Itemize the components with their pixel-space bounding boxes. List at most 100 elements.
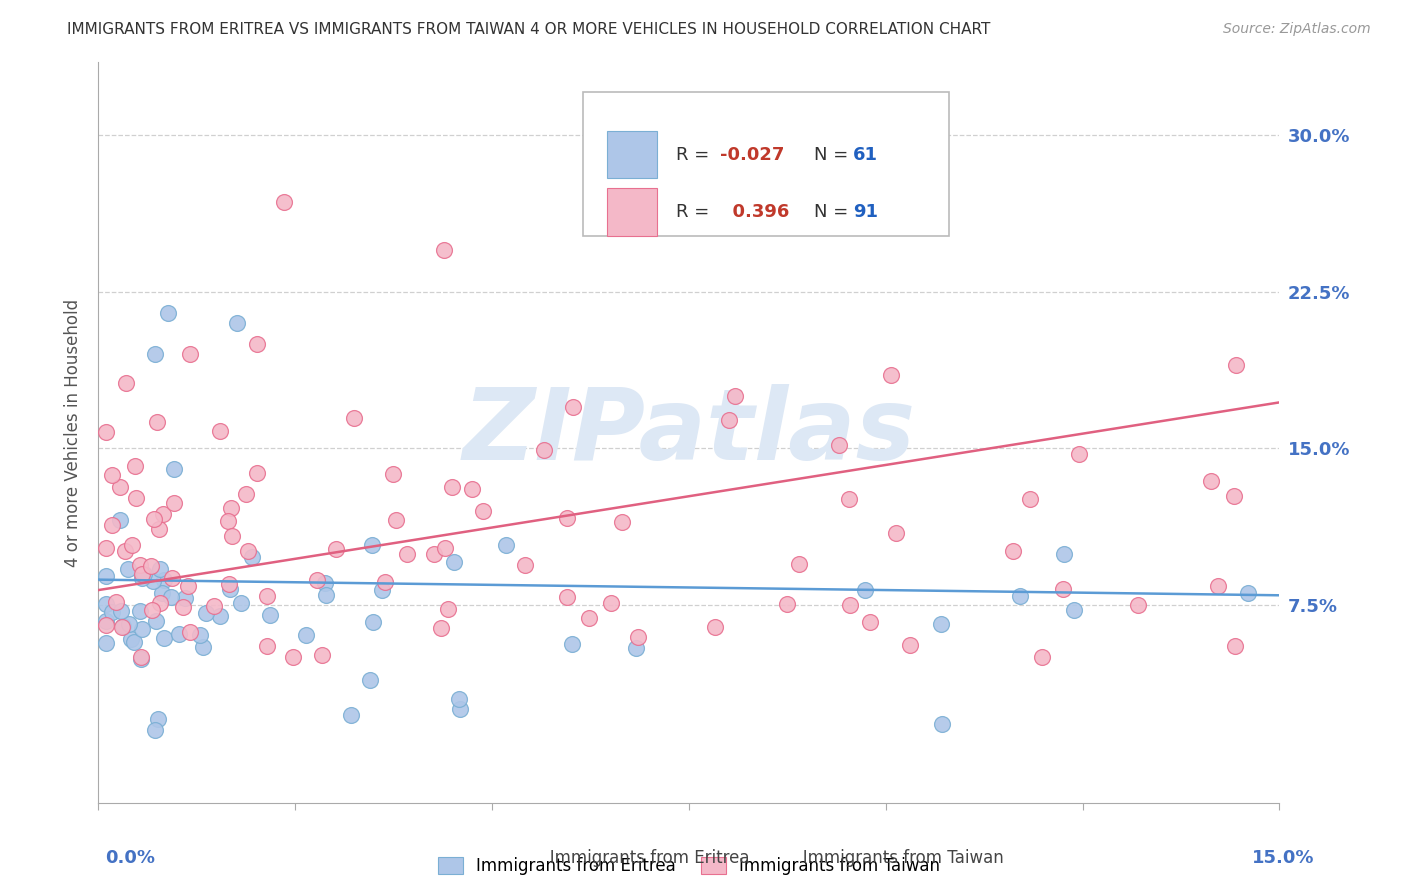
Point: [315, 588, 337, 602]
Point: [120, 632, 142, 647]
Point: [1126, 598, 1149, 612]
Point: [859, 615, 882, 630]
Point: [1031, 649, 1053, 664]
Point: [931, 616, 953, 631]
Point: [149, 596, 172, 610]
Point: [461, 482, 484, 496]
Point: [221, 529, 243, 543]
Point: [115, 376, 138, 390]
Point: [208, 608, 231, 623]
Point: [495, 538, 517, 552]
Text: Immigrants from Eritrea: Immigrants from Eritrea: [534, 849, 749, 867]
Point: [561, 637, 583, 651]
Point: [1069, 447, 1091, 461]
Point: [150, 586, 173, 600]
Text: Source: ZipAtlas.com: Source: ZipAtlas.com: [1223, 22, 1371, 37]
Point: [382, 467, 405, 481]
FancyBboxPatch shape: [607, 131, 657, 178]
Point: [111, 620, 134, 634]
Point: [787, 558, 810, 572]
Point: [149, 562, 172, 576]
Point: [162, 572, 184, 586]
Point: [704, 619, 727, 633]
Text: 91: 91: [853, 203, 879, 221]
Point: [1019, 491, 1042, 506]
Point: [838, 491, 860, 506]
Point: [231, 596, 253, 610]
Point: [108, 480, 131, 494]
Point: [96, 615, 118, 629]
Point: [101, 517, 124, 532]
Point: [423, 547, 446, 561]
Point: [931, 716, 953, 731]
Point: [325, 541, 347, 556]
Point: [385, 513, 408, 527]
Point: [898, 639, 921, 653]
Point: [110, 604, 132, 618]
Point: [449, 702, 471, 716]
Point: [153, 631, 176, 645]
Point: [235, 487, 257, 501]
Point: [359, 673, 381, 687]
Point: [828, 438, 851, 452]
Point: [433, 243, 456, 257]
Point: [174, 591, 197, 605]
Point: [208, 425, 231, 439]
Point: [141, 558, 163, 573]
Point: [225, 316, 247, 330]
Point: [311, 648, 333, 662]
Point: [776, 597, 799, 611]
Point: [430, 621, 453, 635]
FancyBboxPatch shape: [607, 188, 657, 235]
Point: [555, 511, 578, 525]
Point: [125, 491, 148, 505]
Point: [96, 541, 118, 556]
Point: [361, 538, 384, 552]
Point: [176, 579, 198, 593]
Point: [1223, 489, 1246, 503]
Point: [240, 549, 263, 564]
Point: [146, 712, 169, 726]
Point: [294, 628, 316, 642]
Point: [561, 400, 583, 414]
Point: [1052, 582, 1074, 596]
Point: [374, 575, 396, 590]
Point: [105, 595, 128, 609]
Point: [167, 627, 190, 641]
Point: [132, 566, 155, 581]
Point: [1199, 474, 1222, 488]
Point: [236, 543, 259, 558]
Text: ZIPatlas: ZIPatlas: [463, 384, 915, 481]
Point: [124, 458, 146, 473]
Point: [314, 575, 336, 590]
Point: [281, 649, 304, 664]
Text: -0.027: -0.027: [720, 145, 785, 163]
Point: [370, 582, 392, 597]
Point: [179, 347, 201, 361]
Point: [131, 571, 153, 585]
Point: [96, 636, 118, 650]
Point: [218, 577, 240, 591]
Point: [96, 618, 118, 632]
Point: [218, 582, 240, 597]
Point: [627, 630, 650, 644]
Point: [610, 516, 633, 530]
Point: [447, 691, 470, 706]
Point: [273, 195, 295, 210]
Point: [131, 651, 153, 665]
FancyBboxPatch shape: [582, 92, 949, 236]
Point: [853, 582, 876, 597]
Point: [1225, 639, 1247, 653]
Point: [440, 480, 463, 494]
Point: [259, 607, 281, 622]
Point: [148, 522, 170, 536]
Point: [433, 541, 456, 555]
Point: [191, 640, 214, 655]
Text: N =: N =: [814, 145, 853, 163]
Point: [188, 628, 211, 642]
Point: [1237, 586, 1260, 600]
Point: [122, 634, 145, 648]
Point: [221, 501, 243, 516]
Point: [117, 561, 139, 575]
Point: [343, 410, 366, 425]
